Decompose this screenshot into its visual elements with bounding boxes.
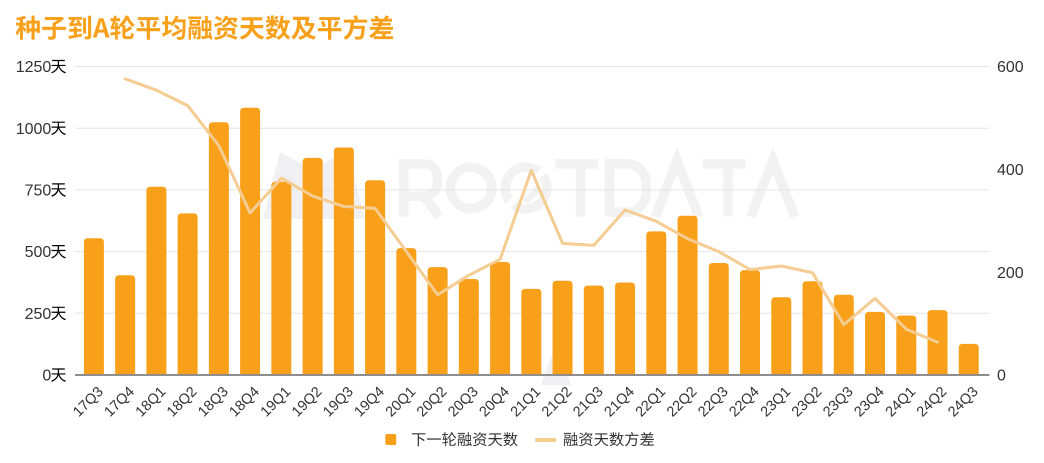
svg-text:400: 400 (997, 162, 1024, 179)
svg-text:0: 0 (42, 368, 51, 385)
svg-text:1000: 1000 (16, 121, 52, 138)
svg-text:500: 500 (25, 244, 52, 261)
svg-text:250: 250 (25, 306, 52, 323)
svg-text:0: 0 (997, 368, 1006, 385)
svg-text:200: 200 (997, 265, 1024, 282)
svg-text:600: 600 (997, 59, 1024, 76)
svg-text:1250: 1250 (16, 59, 52, 76)
svg-text:750: 750 (25, 183, 52, 200)
